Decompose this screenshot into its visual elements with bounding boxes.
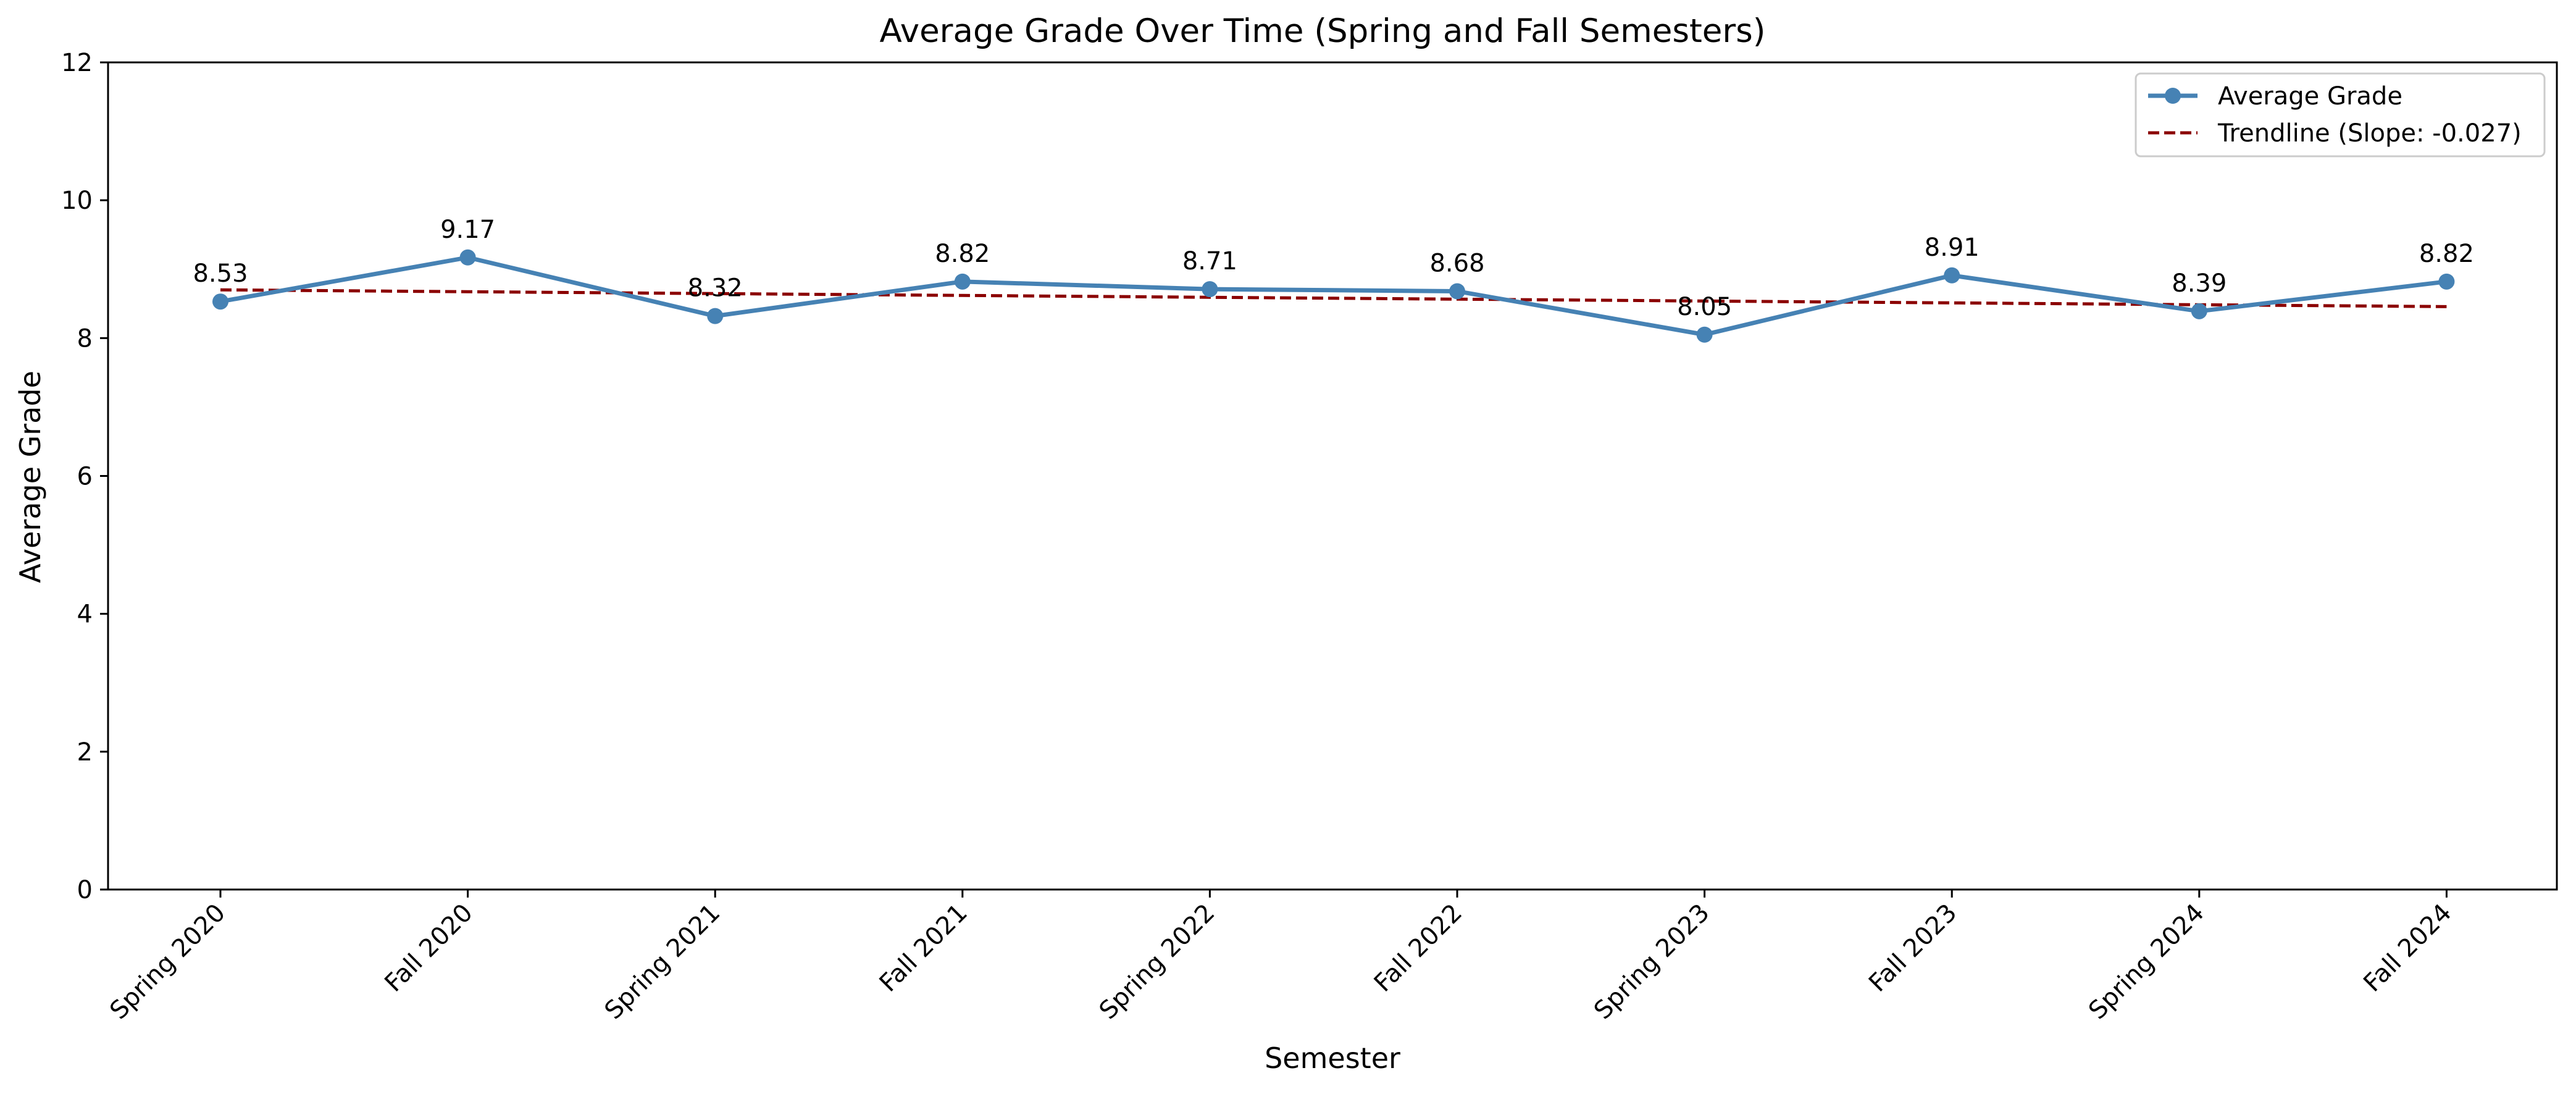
series-line-average-grade (220, 255, 2447, 337)
data-label: 8.91 (1925, 234, 1980, 262)
data-point (2191, 303, 2207, 319)
y-tick-label: 0 (77, 876, 93, 904)
y-tick-label: 10 (61, 187, 93, 215)
legend: Average Grade Trendline (Slope: -0.027) (2135, 72, 2546, 158)
y-tick-label: 6 (77, 463, 93, 491)
plot-frame (107, 61, 2558, 891)
data-label: 8.82 (935, 240, 990, 268)
data-point (1696, 326, 1713, 343)
legend-label-trendline: Trendline (Slope: -0.027) (2217, 119, 2522, 148)
data-point (707, 308, 724, 324)
trendline (220, 288, 2447, 308)
data-label: 8.82 (2419, 240, 2474, 268)
data-point (2438, 273, 2455, 290)
x-axis-label: Semester (1265, 1041, 1400, 1075)
data-point (212, 293, 228, 310)
data-label: 8.71 (1182, 247, 1237, 276)
y-tick-label: 8 (77, 324, 93, 353)
y-tick-label: 2 (77, 738, 93, 767)
legend-marker-average-grade (2165, 88, 2181, 104)
data-label: 8.05 (1677, 293, 1732, 321)
data-point (1202, 281, 1218, 298)
data-point (1944, 267, 1960, 284)
y-tick-label: 4 (77, 600, 93, 629)
data-point (459, 249, 476, 266)
data-point (954, 273, 971, 290)
legend-box (2135, 72, 2546, 158)
data-label: 8.32 (688, 274, 743, 303)
y-axis-label: Average Grade (14, 371, 47, 583)
chart-title: Average Grade Over Time (Spring and Fall… (880, 12, 1766, 50)
data-label: 9.17 (440, 216, 495, 244)
legend-label-average-grade: Average Grade (2218, 82, 2402, 111)
data-label: 8.39 (2172, 269, 2227, 298)
y-tick-label: 12 (61, 49, 93, 77)
data-label: 8.53 (193, 259, 248, 288)
data-label: 8.68 (1429, 249, 1484, 277)
data-point (1449, 283, 1465, 300)
